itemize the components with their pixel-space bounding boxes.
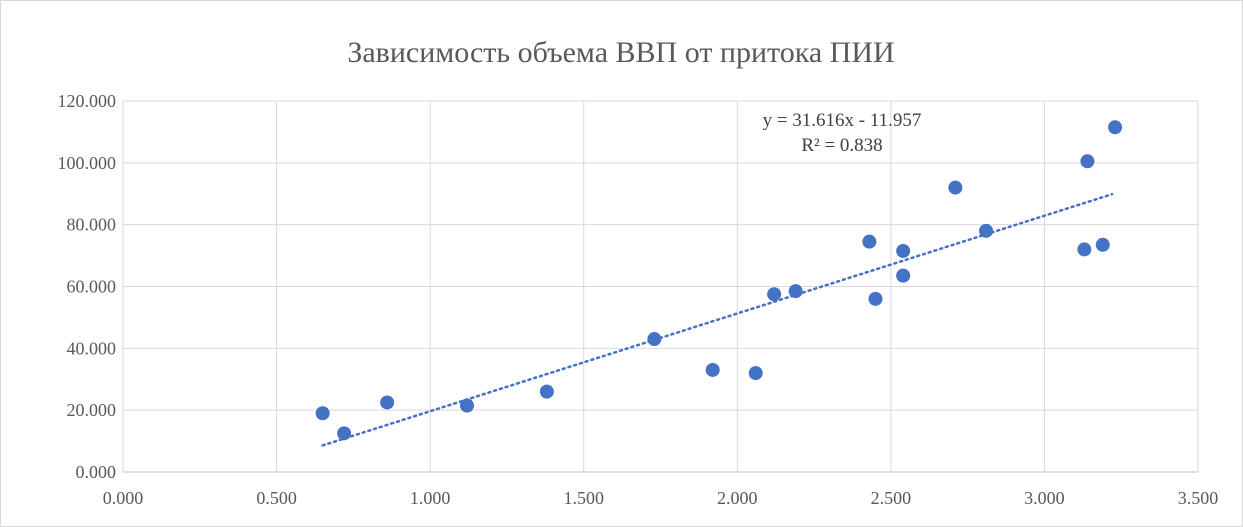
data-point <box>1077 242 1092 257</box>
data-point <box>788 284 803 299</box>
x-tick-label: 0.000 <box>103 488 144 508</box>
data-point <box>1108 120 1123 135</box>
data-point <box>748 366 763 381</box>
x-tick-label: 3.000 <box>1024 488 1065 508</box>
data-point <box>539 384 554 399</box>
x-tick-label: 2.000 <box>717 488 758 508</box>
data-point <box>315 406 330 421</box>
y-tick-label: 40.000 <box>67 338 117 358</box>
data-point <box>647 332 662 347</box>
data-points <box>315 120 1123 441</box>
axis-lines <box>122 101 1198 473</box>
trendline <box>321 192 1114 447</box>
data-point <box>337 426 352 441</box>
trendline-equation: y = 31.616x - 11.957 <box>763 110 922 131</box>
x-tick-label: 1.000 <box>410 488 451 508</box>
data-point <box>1095 237 1110 252</box>
y-tick-label: 80.000 <box>67 215 117 235</box>
y-tick-label: 0.000 <box>76 462 117 482</box>
data-point <box>767 287 782 302</box>
y-tick-label: 20.000 <box>67 400 117 420</box>
y-tick-label: 120.000 <box>58 91 117 111</box>
data-point <box>705 362 720 377</box>
y-tick-label: 100.000 <box>58 153 117 173</box>
data-point <box>896 268 911 283</box>
y-tick-label: 60.000 <box>67 277 117 297</box>
data-point <box>979 223 994 238</box>
trendline-layer <box>321 192 1114 447</box>
x-tick-label: 0.500 <box>256 488 297 508</box>
data-point <box>896 243 911 258</box>
trendline-r-squared: R² = 0.838 <box>801 135 882 156</box>
chart-title: Зависимость объема ВВП от притока ПИИ <box>347 36 894 69</box>
x-tick-label: 3.500 <box>1178 488 1219 508</box>
x-tick-label: 2.500 <box>871 488 912 508</box>
data-point <box>1080 154 1095 169</box>
data-point <box>460 398 474 413</box>
data-point <box>380 395 395 410</box>
data-point <box>862 234 877 249</box>
data-point <box>868 291 883 306</box>
data-point <box>948 180 963 195</box>
grid-lines <box>123 100 1199 472</box>
x-tick-label: 1.500 <box>563 488 604 508</box>
tick-labels: 0.000 20.000 40.000 60.000 80.000 100.000 120.… <box>58 91 1219 508</box>
